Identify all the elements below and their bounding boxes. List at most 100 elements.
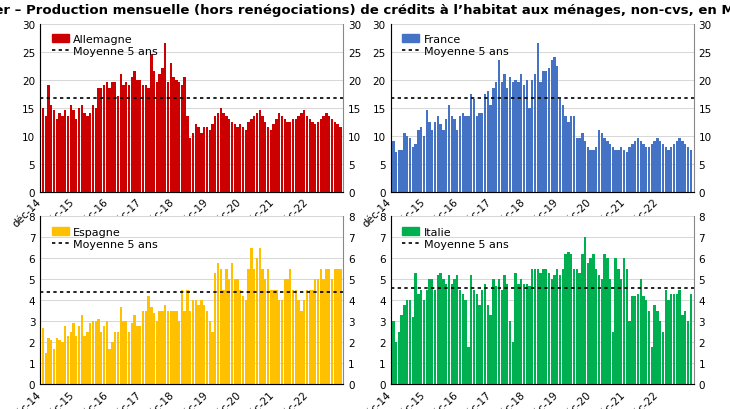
Bar xyxy=(175,311,177,384)
Bar xyxy=(612,148,614,192)
Bar xyxy=(542,72,545,192)
Bar xyxy=(423,136,425,192)
Bar xyxy=(323,117,325,192)
Bar xyxy=(150,307,153,384)
Bar xyxy=(92,106,94,192)
Bar xyxy=(664,290,667,384)
Bar xyxy=(484,284,486,384)
Bar xyxy=(172,78,174,192)
Bar xyxy=(134,72,136,192)
Bar xyxy=(53,111,55,192)
Bar xyxy=(645,301,648,384)
Bar xyxy=(192,133,194,192)
Bar xyxy=(450,284,453,384)
Bar xyxy=(684,311,686,384)
Bar xyxy=(231,263,233,384)
Bar xyxy=(339,269,342,384)
Bar xyxy=(401,315,403,384)
Bar xyxy=(297,117,300,192)
Bar xyxy=(506,89,509,192)
Bar xyxy=(678,139,681,192)
Bar xyxy=(450,117,453,192)
Bar xyxy=(659,321,661,384)
Bar xyxy=(437,276,439,384)
Bar xyxy=(437,117,439,192)
Bar xyxy=(420,290,422,384)
Bar xyxy=(64,326,66,384)
Bar xyxy=(75,119,77,192)
Bar xyxy=(61,117,64,192)
Bar xyxy=(153,313,155,384)
Bar xyxy=(573,269,575,384)
Bar xyxy=(623,259,625,384)
Bar xyxy=(581,133,583,192)
Bar xyxy=(128,86,130,192)
Bar xyxy=(431,131,434,192)
Bar xyxy=(584,142,586,192)
Bar xyxy=(487,305,489,384)
Bar xyxy=(42,108,44,192)
Bar xyxy=(42,328,44,384)
Bar xyxy=(637,139,639,192)
Bar xyxy=(501,290,503,384)
Bar xyxy=(75,336,77,384)
Bar xyxy=(681,142,683,192)
Bar xyxy=(178,321,180,384)
Bar xyxy=(250,119,253,192)
Bar xyxy=(137,326,139,384)
Bar xyxy=(103,326,105,384)
Bar xyxy=(303,301,305,384)
Bar xyxy=(670,294,672,384)
Bar xyxy=(548,273,550,384)
Bar xyxy=(69,106,72,192)
Bar xyxy=(426,111,428,192)
Bar xyxy=(559,100,561,192)
Bar xyxy=(111,83,114,192)
Bar xyxy=(534,269,537,384)
Bar xyxy=(564,254,566,384)
Bar xyxy=(592,254,595,384)
Bar xyxy=(239,290,242,384)
Bar xyxy=(403,133,406,192)
Bar xyxy=(648,311,650,384)
Bar xyxy=(587,148,589,192)
Bar xyxy=(300,311,303,384)
Bar xyxy=(86,332,88,384)
Bar xyxy=(289,122,291,192)
Bar xyxy=(239,125,242,192)
Bar xyxy=(526,81,528,192)
Bar xyxy=(475,117,478,192)
Bar xyxy=(261,269,264,384)
Bar xyxy=(306,117,308,192)
Bar xyxy=(158,311,161,384)
Bar xyxy=(80,106,83,192)
Bar xyxy=(601,133,603,192)
Bar xyxy=(89,114,91,192)
Bar xyxy=(72,324,74,384)
Bar xyxy=(275,290,277,384)
Bar xyxy=(492,280,494,384)
Bar xyxy=(125,83,128,192)
Bar xyxy=(142,86,144,192)
Bar xyxy=(429,280,431,384)
Bar xyxy=(158,75,161,192)
Bar xyxy=(461,294,464,384)
Bar xyxy=(161,311,164,384)
Bar xyxy=(642,145,645,192)
Bar xyxy=(442,131,445,192)
Bar xyxy=(459,290,461,384)
Bar xyxy=(281,301,283,384)
Bar xyxy=(415,273,417,384)
Bar xyxy=(556,269,558,384)
Bar xyxy=(164,44,166,192)
Bar xyxy=(195,125,197,192)
Bar xyxy=(545,269,548,384)
Bar xyxy=(681,315,683,384)
Bar xyxy=(512,343,514,384)
Bar xyxy=(631,145,634,192)
Bar xyxy=(395,343,397,384)
Bar xyxy=(481,114,483,192)
Bar xyxy=(470,94,472,192)
Bar xyxy=(556,66,558,192)
Bar xyxy=(473,100,475,192)
